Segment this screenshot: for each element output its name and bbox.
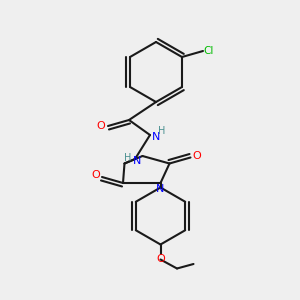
Text: H: H (158, 126, 165, 136)
Text: N: N (156, 184, 165, 194)
Text: H: H (124, 152, 131, 163)
Text: N: N (133, 155, 142, 166)
Text: Cl: Cl (204, 46, 214, 56)
Text: O: O (96, 121, 105, 131)
Text: O: O (193, 151, 202, 161)
Text: O: O (156, 254, 165, 265)
Text: O: O (91, 170, 100, 181)
Text: N: N (152, 131, 160, 142)
